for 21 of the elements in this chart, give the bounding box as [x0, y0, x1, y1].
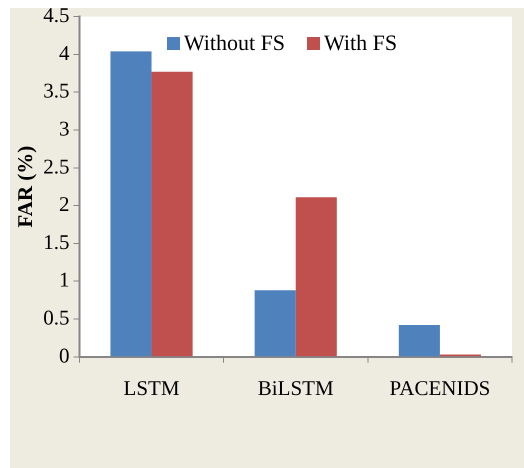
y-tick-label: 1 [58, 268, 70, 292]
x-tick-label: PACENIDS [390, 376, 490, 400]
y-tick-label: 3.5 [43, 78, 70, 103]
bar [110, 51, 152, 356]
bar [254, 290, 296, 356]
y-tick-label: 0.5 [43, 306, 70, 330]
legend-label: With FS [324, 30, 398, 56]
bar [398, 325, 440, 356]
bar [152, 72, 193, 356]
x-tick-label: BiLSTM [258, 376, 334, 400]
y-tick-label: 1.5 [43, 230, 70, 254]
x-tick-label: LSTM [124, 376, 180, 400]
y-tick-label: 0 [58, 343, 70, 368]
y-tick-label: 4.5 [43, 3, 70, 28]
y-tick-label: 2.5 [43, 154, 70, 178]
bar [296, 197, 337, 356]
y-tick-label: 4 [58, 40, 70, 65]
y-tick-label: 3 [58, 116, 70, 141]
y-tick-label: 2 [58, 192, 70, 216]
legend-label: Without FS [184, 30, 286, 56]
y-axis-title: FAR (%) [13, 146, 38, 228]
